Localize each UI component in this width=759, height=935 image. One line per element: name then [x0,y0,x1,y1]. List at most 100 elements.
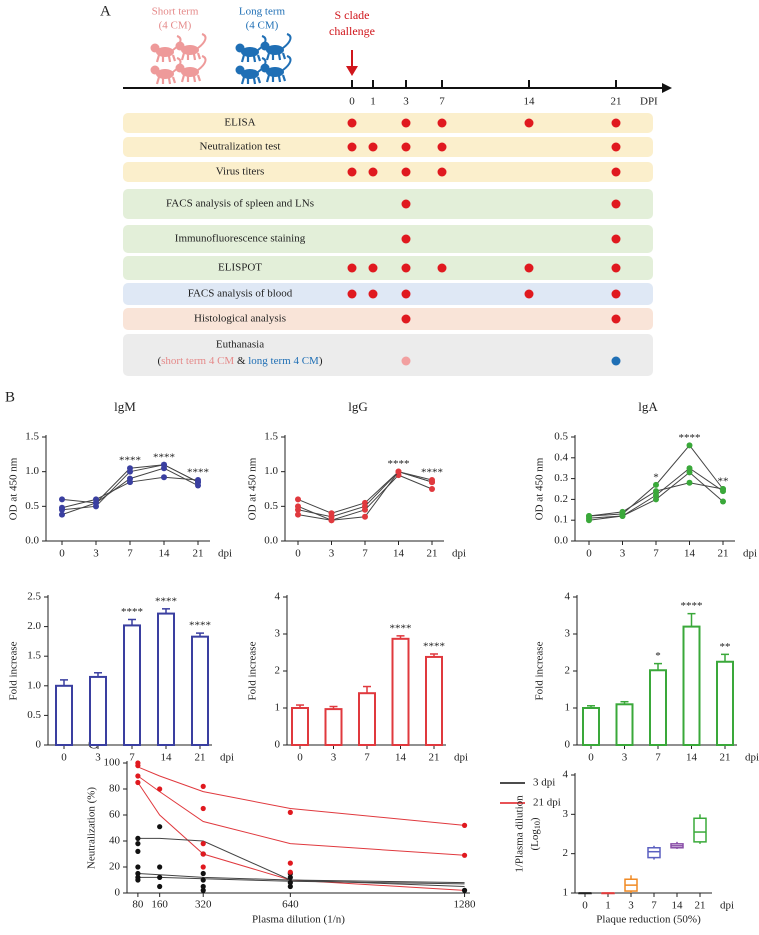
timepoint-dot [368,263,378,273]
y-tick-label: 100 [104,757,121,769]
row-note-part: ( [157,355,161,367]
monkey-body [156,47,174,57]
data-point [135,877,141,883]
data-point [653,492,659,499]
y-tick-label: 1.0 [264,465,278,477]
data-point [619,513,626,520]
x-tick-label: 3 [622,752,628,764]
data-point [429,486,435,492]
timeline-arrowhead [662,83,672,93]
y-tick-label: 0 [275,739,281,751]
timepoint-dot [347,142,357,152]
monkey-icon [175,55,207,83]
y-tick-label: 4 [563,769,569,781]
significance: **** [189,620,211,632]
monkey-icon [150,35,182,63]
timepoint-dot [347,118,357,128]
bar [55,684,73,746]
timepoint-dot [347,263,357,273]
significance: **** [153,451,175,463]
data-point [200,783,206,790]
y-tick-label: 3 [275,628,281,640]
x-tick-label: 1 [605,900,611,912]
monkey-head [150,43,160,53]
data-point [653,488,659,495]
row-label: Virus titers [216,166,265,178]
row-band [123,308,653,330]
data-point [295,511,301,518]
x-tick-label: 14 [393,548,405,560]
bar [358,692,376,747]
y-axis-label: Fold increase [247,641,259,700]
timepoint-dot [611,199,621,209]
timepoint-dot [437,142,447,152]
x-tick-label: 7 [653,548,659,560]
x-tick-label: 21 [429,752,440,764]
monkey-body [181,45,199,55]
monkey-tail [282,33,292,49]
x-tick-label: 7 [129,752,135,764]
timepoint-dot [401,263,411,273]
row-label: FACS analysis of blood [188,288,293,300]
significance: **** [187,467,209,479]
data-point [686,442,693,449]
bar [89,675,107,746]
y-axis-label: OD at 450 nm [247,457,259,520]
monkey-head [260,63,270,73]
x-tick-label: 3 [93,548,99,560]
bar [291,707,309,746]
timeline-tick-label: 1 [370,96,376,108]
y-tick-label: 3 [565,628,571,640]
bar [425,655,443,746]
data-point [586,513,592,520]
x-axis-label: dpi [220,752,234,764]
row-label: ELISA [224,117,255,129]
challenge-label: challenge [329,24,375,38]
y-tick-label: 0.5 [554,431,568,443]
y-tick-label: 0 [115,887,121,899]
chart-title: lgA [638,399,658,414]
monkey-body [241,69,259,79]
y-axis-label: Neutralization (%) [86,787,98,869]
legend-label: 3 dpi [533,777,555,789]
row-band [123,137,653,157]
data-point [200,851,206,857]
timeline-tick-label: 7 [439,96,445,108]
significance: **** [390,622,412,634]
data-point [295,503,301,510]
data-point [157,874,163,881]
row-band [123,256,653,280]
bar [682,625,701,746]
data-point [287,874,293,881]
x-tick-label: 14 [684,548,696,560]
row-note-part: short term 4 CM [161,355,234,367]
y-tick-label: 4 [565,591,571,603]
data-point [586,517,592,524]
x-tick-label: 7 [655,752,661,764]
x-tick-label: 0 [588,752,594,764]
x-axis-label: dpi [454,752,468,764]
x-tick-label: 0 [586,548,592,560]
timeline-tick-label: 21 [611,96,622,108]
x-tick-label: 320 [195,899,212,911]
monkey-head [175,63,185,73]
y-tick-label: 2 [275,665,281,677]
box [647,847,661,859]
y-tick-label: 0 [36,739,42,751]
data-point [59,496,65,503]
y-tick-label: 1.5 [264,431,278,443]
row-label: FACS analysis of spleen and LNs [166,198,314,210]
timepoint-dot [611,263,621,273]
timepoint-dot [368,289,378,299]
monkey-tail [172,57,182,73]
timepoint-dot [611,118,621,128]
significance: **** [679,432,701,444]
y-tick-label: 0.3 [554,472,568,484]
timepoint-dot [611,167,621,177]
monkey-head [235,65,245,75]
x-tick-label: 14 [672,900,684,912]
monkey-legs [155,76,177,85]
y-tick-label: 2.0 [27,620,41,632]
timepoint-dot [401,314,411,324]
timepoint-dot [437,167,447,177]
